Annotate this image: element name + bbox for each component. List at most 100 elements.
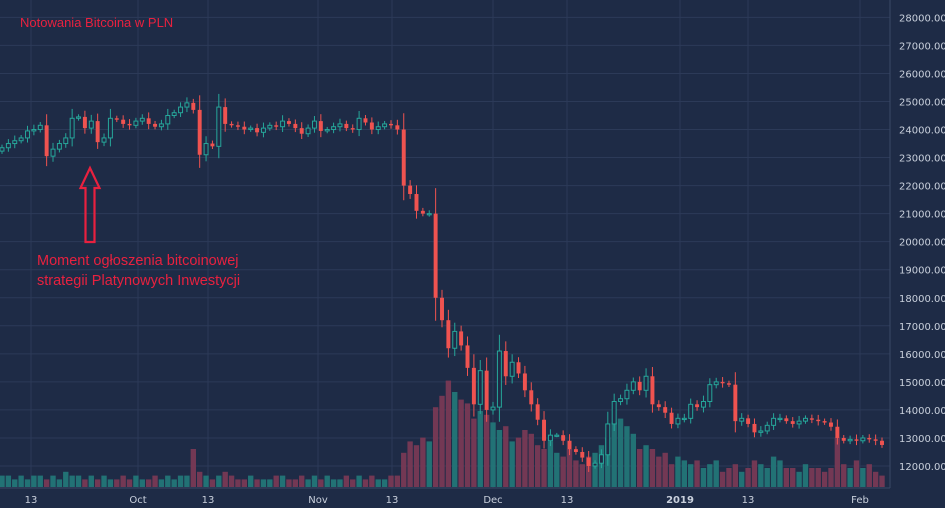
candle-body <box>637 381 642 391</box>
candle-body <box>178 106 184 114</box>
candle <box>63 133 69 148</box>
candle <box>88 114 94 134</box>
candle-body <box>598 454 604 464</box>
volume-bar <box>184 475 190 487</box>
volume-bar <box>318 479 324 487</box>
volume-bar <box>120 475 126 487</box>
volume-bar <box>216 475 222 487</box>
candle <box>490 401 496 415</box>
annotation-line-1: Moment ogłoszenia bitcoinowej <box>37 253 239 269</box>
candle-body <box>223 107 228 124</box>
candle-body <box>452 330 458 349</box>
candle-body <box>726 383 731 385</box>
candle-body <box>509 361 515 377</box>
price-axis: 12000.00 13000.00 14000.00 15000.00 16000.00… <box>889 0 945 488</box>
candle-body <box>433 213 438 298</box>
candle-body <box>656 404 661 408</box>
candle <box>229 121 234 128</box>
candle-body <box>114 118 119 120</box>
volume-bar <box>764 468 770 487</box>
candle <box>829 418 833 431</box>
volume-bar <box>362 479 369 487</box>
volume-bar <box>515 437 522 487</box>
candle <box>127 119 132 130</box>
volume-bar <box>152 475 158 487</box>
volume-bar <box>381 479 388 487</box>
candle-body <box>235 125 240 127</box>
candle-body <box>280 120 286 128</box>
candle <box>153 120 158 130</box>
candle <box>790 417 795 428</box>
candle <box>733 372 738 433</box>
candle <box>44 114 49 167</box>
volume-bar <box>50 475 56 487</box>
volume-bar <box>719 471 726 487</box>
volume-bar <box>75 475 82 487</box>
candle-body <box>56 143 62 150</box>
candle <box>197 95 202 168</box>
volume-bar <box>18 475 24 487</box>
candle-body <box>503 351 508 377</box>
candle-body <box>630 381 636 391</box>
candle-body <box>401 129 406 186</box>
candle <box>389 120 393 129</box>
volume-bar <box>82 479 88 487</box>
chart-title: Notowania Bitcoina w PLN <box>20 15 173 30</box>
candle <box>414 185 419 219</box>
volume-bar <box>37 475 43 487</box>
volume-bar <box>809 468 815 487</box>
candle <box>784 415 789 424</box>
candle <box>656 400 661 411</box>
candle-body <box>274 125 279 127</box>
volume-bar <box>573 460 579 487</box>
candle-body <box>496 350 502 408</box>
candle-body <box>369 122 374 130</box>
candle <box>158 119 164 131</box>
candle <box>650 367 655 413</box>
volume-bar <box>707 464 713 487</box>
candle <box>344 120 349 132</box>
candle-body <box>554 434 560 437</box>
volume-bar <box>496 430 503 487</box>
candle-body <box>101 137 107 143</box>
candle <box>854 434 859 446</box>
candle <box>746 414 751 428</box>
candle <box>573 446 578 455</box>
volume-bar <box>834 437 841 487</box>
volume-bar <box>694 460 700 487</box>
candle <box>471 354 476 417</box>
candle <box>809 414 814 424</box>
candle-body <box>784 418 789 422</box>
candle-body <box>318 121 323 131</box>
volume-bar <box>107 479 114 487</box>
y-tick-label: 23000.00 <box>899 154 945 165</box>
candle <box>822 418 827 425</box>
volume-bar <box>630 433 636 487</box>
candle <box>121 115 126 128</box>
volume-bars <box>0 380 885 487</box>
candle <box>477 360 483 414</box>
candle-body <box>465 345 470 368</box>
candle <box>847 435 853 445</box>
candle-body <box>803 417 808 422</box>
candle <box>191 98 196 114</box>
candle-body <box>153 123 158 127</box>
candle-body <box>829 422 833 427</box>
volume-bar <box>643 445 649 487</box>
candle <box>529 382 534 412</box>
candle <box>835 419 840 445</box>
candle-body <box>713 381 719 386</box>
candle <box>395 119 400 135</box>
candle-body <box>76 116 81 119</box>
time-axis: 13 Oct 13 Nov 13 Dec 13 2019 13 Feb <box>0 487 890 506</box>
volume-bar <box>279 475 286 487</box>
volume-bar <box>254 479 260 487</box>
volume-bar <box>758 464 764 487</box>
candle <box>401 113 406 201</box>
candle-body <box>516 362 521 374</box>
candle-body <box>624 389 630 400</box>
candle-body <box>50 148 56 157</box>
volume-bar <box>43 479 50 487</box>
y-tick-label: 19000.00 <box>899 266 945 277</box>
